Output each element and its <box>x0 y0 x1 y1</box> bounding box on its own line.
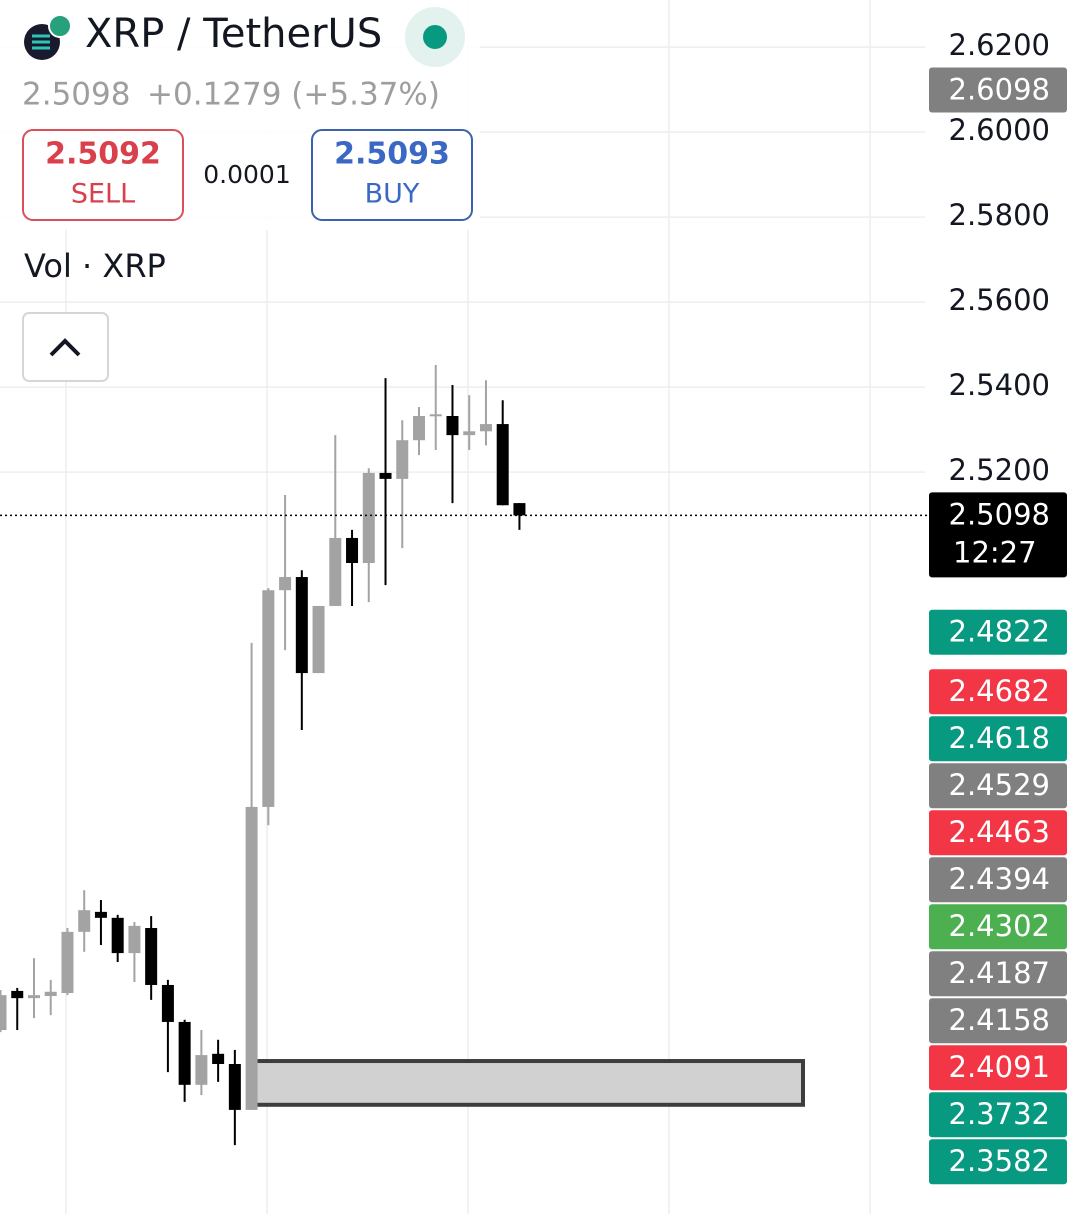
last-price: 2.5098 <box>22 77 130 113</box>
price-label: 2.4463 <box>949 815 1050 849</box>
sell-button[interactable] <box>22 129 184 221</box>
zone-box <box>250 1059 805 1107</box>
price-label: 2.6098 <box>949 73 1050 107</box>
candle-body <box>44 991 57 997</box>
candle-body <box>78 910 91 932</box>
candle-body <box>329 537 342 606</box>
symbol-title: XRP / TetherUS <box>85 11 382 57</box>
candle-body <box>161 984 174 1022</box>
buy-button[interactable] <box>311 129 473 221</box>
price-label: 2.4529 <box>949 768 1050 802</box>
y-tick-label: 2.5400 <box>949 368 1050 402</box>
status-dot <box>423 25 447 49</box>
candle-body <box>262 590 275 807</box>
price-label-box <box>929 998 1067 1044</box>
spread: 0.0001 <box>203 160 290 189</box>
candle-body <box>27 995 40 999</box>
chevron-up <box>49 338 81 357</box>
price-label-box <box>929 716 1067 762</box>
candle-body <box>513 503 526 516</box>
last-price-label: 2.5098 <box>949 497 1050 531</box>
price-label-box <box>929 1139 1067 1185</box>
price-label-box <box>929 857 1067 903</box>
collapse-button[interactable] <box>22 312 109 382</box>
candle-body <box>11 990 24 999</box>
candle-body <box>346 537 359 564</box>
price-label-box <box>929 810 1067 856</box>
y-tick-label: 2.6200 <box>949 28 1050 62</box>
quote-icon <box>48 14 72 38</box>
y-tick-label: 2.5800 <box>949 198 1050 232</box>
y-tick-label: 2.5200 <box>949 453 1050 487</box>
buy-price: 2.5093 <box>334 137 450 172</box>
price-label-box <box>929 67 1067 113</box>
candle-body <box>446 415 459 436</box>
price-label: 2.4822 <box>949 615 1050 649</box>
candle-body <box>228 1064 241 1110</box>
candle-body <box>178 1021 191 1085</box>
candle-body <box>295 577 308 674</box>
buy-label: BUY <box>365 179 420 210</box>
price-change: +0.1279 (+5.37%) <box>147 77 440 113</box>
candle-body <box>379 472 392 479</box>
price-label: 2.4618 <box>949 721 1050 755</box>
price-label-box <box>929 904 1067 950</box>
header: XRP / TetherUS 2.5098 +0.1279 (+5.37%) 2… <box>0 0 480 382</box>
price-label: 2.3732 <box>949 1097 1050 1131</box>
candle-body <box>195 1055 208 1085</box>
countdown: 12:27 <box>953 535 1037 569</box>
candle-body <box>463 431 476 436</box>
candle-body <box>0 995 7 1031</box>
price-label: 2.4302 <box>949 909 1050 943</box>
price-label-box <box>929 669 1067 715</box>
y-tick-label: 2.5600 <box>949 283 1050 317</box>
sell-price: 2.5092 <box>45 137 161 172</box>
candle-body <box>413 415 425 441</box>
price-label-box <box>929 951 1067 997</box>
candle-body <box>312 605 325 674</box>
candle-body <box>94 911 107 918</box>
price-label: 2.4187 <box>949 956 1050 990</box>
candle-body <box>362 472 375 564</box>
price-label: 2.3582 <box>949 1144 1050 1178</box>
sell-label: SELL <box>71 179 135 210</box>
candle-body <box>396 440 409 479</box>
volume-label: Vol · XRP <box>24 247 166 285</box>
candle-body <box>496 424 509 506</box>
price-label: 2.4394 <box>949 862 1050 896</box>
price-axis: 2.6200 2.6000 2.5800 2.5600 2.5400 2.5200 2.60… <box>929 28 1067 1185</box>
price-label: 2.4682 <box>949 674 1050 708</box>
price-label-box <box>929 1092 1067 1138</box>
candle-body <box>212 1053 225 1065</box>
candle-body <box>111 917 124 954</box>
candle-body <box>479 424 492 432</box>
price-label-box <box>929 763 1067 809</box>
base-icon-lines <box>32 34 50 50</box>
price-label: 2.4091 <box>949 1050 1050 1084</box>
candle-body <box>145 928 158 985</box>
candle-body <box>429 414 442 417</box>
price-label-box <box>929 609 1067 655</box>
candle-body <box>279 577 292 591</box>
price-label: 2.4158 <box>949 1003 1050 1037</box>
candle-body <box>128 925 141 954</box>
last-price-box <box>929 492 1067 578</box>
candle-body <box>245 806 258 1110</box>
price-label-box <box>929 1045 1067 1091</box>
y-tick-label: 2.6000 <box>949 113 1050 147</box>
candle-body <box>61 931 74 994</box>
